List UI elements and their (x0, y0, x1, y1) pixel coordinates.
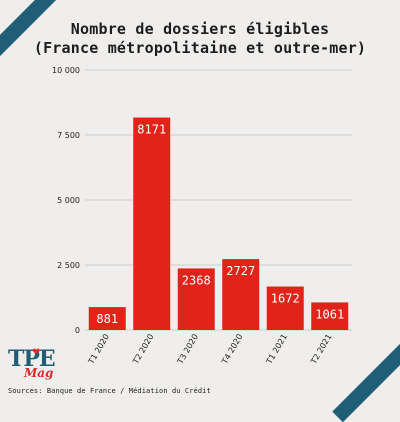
bar (266, 286, 304, 330)
y-tick-label: 7 500 (57, 131, 80, 140)
y-tick-label: 0 (75, 326, 80, 335)
chart-title: Nombre de dossiers éligibles (France mét… (0, 20, 400, 58)
x-tick-label: T1 2020 (86, 333, 111, 367)
x-tick-label: T4 2020 (220, 333, 245, 367)
data-label: 8171 (137, 123, 166, 137)
y-tick-label: 2 500 (57, 261, 80, 270)
bar (177, 268, 215, 330)
sources-note: Sources: Banque de France / Médiation du… (8, 387, 211, 395)
logo-main-text: TPE (8, 346, 56, 372)
bar (222, 259, 260, 330)
data-label: 2727 (226, 264, 255, 278)
data-label: 2368 (182, 273, 211, 287)
x-tick-label: T2 2021 (309, 333, 334, 367)
chart-title-line1: Nombre de dossiers éligibles (70, 20, 330, 38)
bar (311, 302, 349, 330)
data-label: 1672 (271, 292, 300, 306)
x-tick-label: T2 2020 (131, 333, 156, 367)
data-label: 881 (96, 312, 118, 326)
tpe-mag-logo: TPE ❤ Mag (8, 346, 64, 386)
bar-chart: 0 2 500 5 000 7 500 10 000 881 T1 2020 8171 T2 2… (52, 66, 352, 367)
heart-icon: ❤ (32, 347, 41, 358)
y-tick-label: 5 000 (57, 196, 80, 205)
data-label: 1061 (315, 307, 344, 321)
chart-title-line2: (France métropolitaine et outre-mer) (33, 39, 367, 57)
y-tick-label: 10 000 (52, 66, 80, 75)
bar (133, 117, 171, 330)
x-tick-label: T1 2021 (264, 333, 289, 367)
bar (88, 307, 126, 330)
x-tick-label: T3 2020 (175, 333, 200, 367)
logo-sub-text: Mag (24, 366, 54, 380)
